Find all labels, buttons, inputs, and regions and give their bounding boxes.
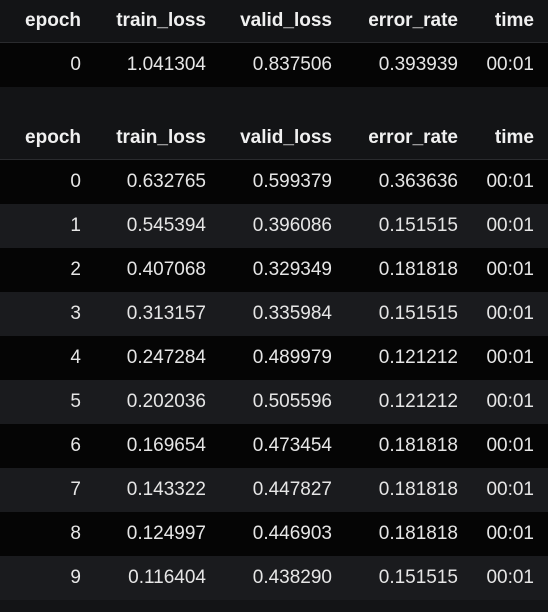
column-header-valid-loss: valid_loss bbox=[240, 127, 332, 148]
second-training-table: epoch train_loss valid_loss error_rate t… bbox=[0, 117, 548, 600]
column-header-time: time bbox=[494, 10, 534, 31]
time-cell: 00:01 bbox=[486, 391, 534, 412]
error-rate-cell: 0.181818 bbox=[378, 435, 458, 456]
epoch-cell: 5 bbox=[70, 391, 81, 412]
train-loss-cell: 0.202036 bbox=[126, 391, 206, 412]
table-row: 0 1.041304 0.837506 0.393939 00:01 bbox=[0, 42, 548, 87]
time-cell: 00:01 bbox=[486, 215, 534, 236]
valid-loss-cell: 0.473454 bbox=[252, 435, 332, 456]
epoch-cell: 1 bbox=[70, 215, 81, 236]
column-header-train-loss: train_loss bbox=[116, 127, 206, 148]
time-cell: 00:01 bbox=[486, 523, 534, 544]
table-row: 7 0.143322 0.447827 0.181818 00:01 bbox=[0, 468, 548, 512]
column-header-time: time bbox=[494, 127, 534, 148]
time-cell: 00:01 bbox=[486, 567, 534, 588]
valid-loss-cell: 0.438290 bbox=[252, 567, 332, 588]
train-loss-cell: 0.632765 bbox=[126, 171, 206, 192]
valid-loss-cell: 0.447827 bbox=[252, 479, 332, 500]
epoch-cell: 9 bbox=[70, 567, 81, 588]
time-cell: 00:01 bbox=[486, 54, 534, 75]
error-rate-cell: 0.181818 bbox=[378, 523, 458, 544]
valid-loss-cell: 0.396086 bbox=[252, 215, 332, 236]
column-header-epoch: epoch bbox=[25, 10, 81, 31]
error-rate-cell: 0.151515 bbox=[378, 303, 458, 324]
valid-loss-cell: 0.329349 bbox=[252, 259, 332, 280]
error-rate-cell: 0.393939 bbox=[378, 54, 458, 75]
error-rate-cell: 0.121212 bbox=[378, 391, 458, 412]
column-header-train-loss: train_loss bbox=[116, 10, 206, 31]
train-loss-cell: 0.143322 bbox=[126, 479, 206, 500]
epoch-cell: 3 bbox=[70, 303, 81, 324]
table-body: 0 0.632765 0.599379 0.363636 00:01 1 0.545394 0… bbox=[0, 159, 548, 600]
error-rate-cell: 0.121212 bbox=[378, 347, 458, 368]
epoch-cell: 2 bbox=[70, 259, 81, 280]
error-rate-cell: 0.181818 bbox=[378, 259, 458, 280]
epoch-cell: 0 bbox=[70, 171, 81, 192]
table-row: 9 0.116404 0.438290 0.151515 00:01 bbox=[0, 556, 548, 600]
epoch-cell: 7 bbox=[70, 479, 81, 500]
table-row: 1 0.545394 0.396086 0.151515 00:01 bbox=[0, 204, 548, 248]
valid-loss-cell: 0.599379 bbox=[252, 171, 332, 192]
train-loss-cell: 0.313157 bbox=[126, 303, 206, 324]
error-rate-cell: 0.151515 bbox=[378, 215, 458, 236]
time-cell: 00:01 bbox=[486, 259, 534, 280]
train-loss-cell: 0.247284 bbox=[126, 347, 206, 368]
table-row: 6 0.169654 0.473454 0.181818 00:01 bbox=[0, 424, 548, 468]
table-row: 5 0.202036 0.505596 0.121212 00:01 bbox=[0, 380, 548, 424]
time-cell: 00:01 bbox=[486, 479, 534, 500]
epoch-cell: 4 bbox=[70, 347, 81, 368]
valid-loss-cell: 0.489979 bbox=[252, 347, 332, 368]
error-rate-cell: 0.181818 bbox=[378, 479, 458, 500]
time-cell: 00:01 bbox=[486, 347, 534, 368]
train-loss-cell: 0.116404 bbox=[128, 567, 206, 588]
train-loss-cell: 0.124997 bbox=[126, 523, 206, 544]
valid-loss-cell: 0.446903 bbox=[252, 523, 332, 544]
train-loss-cell: 1.041304 bbox=[126, 54, 206, 75]
table-header: epoch train_loss valid_loss error_rate t… bbox=[0, 0, 548, 42]
time-cell: 00:01 bbox=[486, 171, 534, 192]
valid-loss-cell: 0.837506 bbox=[252, 54, 332, 75]
table-row: 0 0.632765 0.599379 0.363636 00:01 bbox=[0, 159, 548, 204]
first-training-table: epoch train_loss valid_loss error_rate t… bbox=[0, 0, 548, 87]
error-rate-cell: 0.363636 bbox=[378, 171, 458, 192]
table-row: 2 0.407068 0.329349 0.181818 00:01 bbox=[0, 248, 548, 292]
train-loss-cell: 0.407068 bbox=[126, 259, 206, 280]
train-loss-cell: 0.545394 bbox=[126, 215, 206, 236]
valid-loss-cell: 0.505596 bbox=[252, 391, 332, 412]
column-header-error-rate: error_rate bbox=[368, 127, 458, 148]
epoch-cell: 0 bbox=[70, 54, 81, 75]
epoch-cell: 8 bbox=[70, 523, 81, 544]
column-header-error-rate: error_rate bbox=[368, 10, 458, 31]
valid-loss-cell: 0.335984 bbox=[252, 303, 332, 324]
table-row: 8 0.124997 0.446903 0.181818 00:01 bbox=[0, 512, 548, 556]
table-row: 3 0.313157 0.335984 0.151515 00:01 bbox=[0, 292, 548, 336]
table-header: epoch train_loss valid_loss error_rate t… bbox=[0, 117, 548, 159]
error-rate-cell: 0.151515 bbox=[378, 567, 458, 588]
time-cell: 00:01 bbox=[486, 303, 534, 324]
train-loss-cell: 0.169654 bbox=[126, 435, 206, 456]
time-cell: 00:01 bbox=[486, 435, 534, 456]
column-header-valid-loss: valid_loss bbox=[240, 10, 332, 31]
epoch-cell: 6 bbox=[70, 435, 81, 456]
column-header-epoch: epoch bbox=[25, 127, 81, 148]
table-row: 4 0.247284 0.489979 0.121212 00:01 bbox=[0, 336, 548, 380]
